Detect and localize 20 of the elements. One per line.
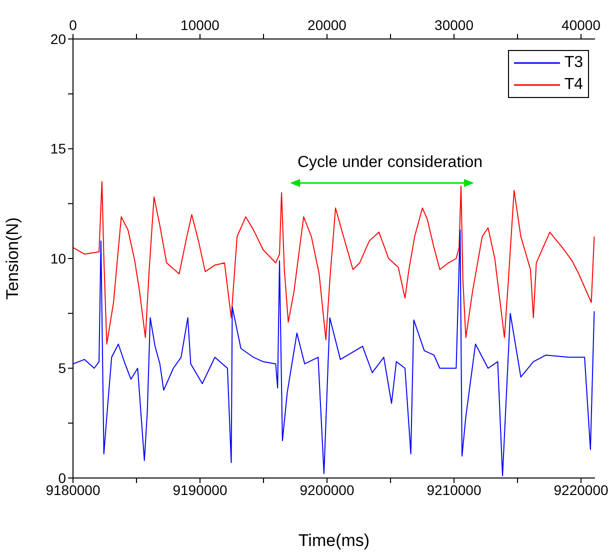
annotation: Cycle under consideration	[298, 154, 482, 172]
y-tick-label: 15	[50, 140, 66, 157]
x2-tick-label: 20000	[308, 17, 347, 33]
x-tick-label: 9200000	[300, 482, 354, 498]
x2-tick-label: 40000	[562, 17, 601, 33]
x-tick-label: 9220000	[554, 482, 608, 498]
y-axis-title: Tension(N)	[3, 217, 22, 300]
legend-label: T4	[564, 75, 583, 95]
x2-tick-label: 0	[69, 17, 78, 33]
y-tick-label: 0	[58, 470, 66, 486]
legend-label: T3	[564, 53, 583, 73]
x-tick-label: 9210000	[426, 482, 482, 498]
line-series	[73, 181, 595, 345]
y-tick-label: 20	[50, 30, 66, 47]
y-tick-label: 5	[58, 360, 66, 376]
x-tick-label: 9190000	[172, 482, 228, 498]
x2-tick-label: 30000	[434, 17, 474, 33]
x2-tick-label: 10000	[180, 17, 220, 33]
y-tick-label: 10	[50, 250, 66, 266]
x-axis-title: Time(ms)	[298, 531, 370, 550]
